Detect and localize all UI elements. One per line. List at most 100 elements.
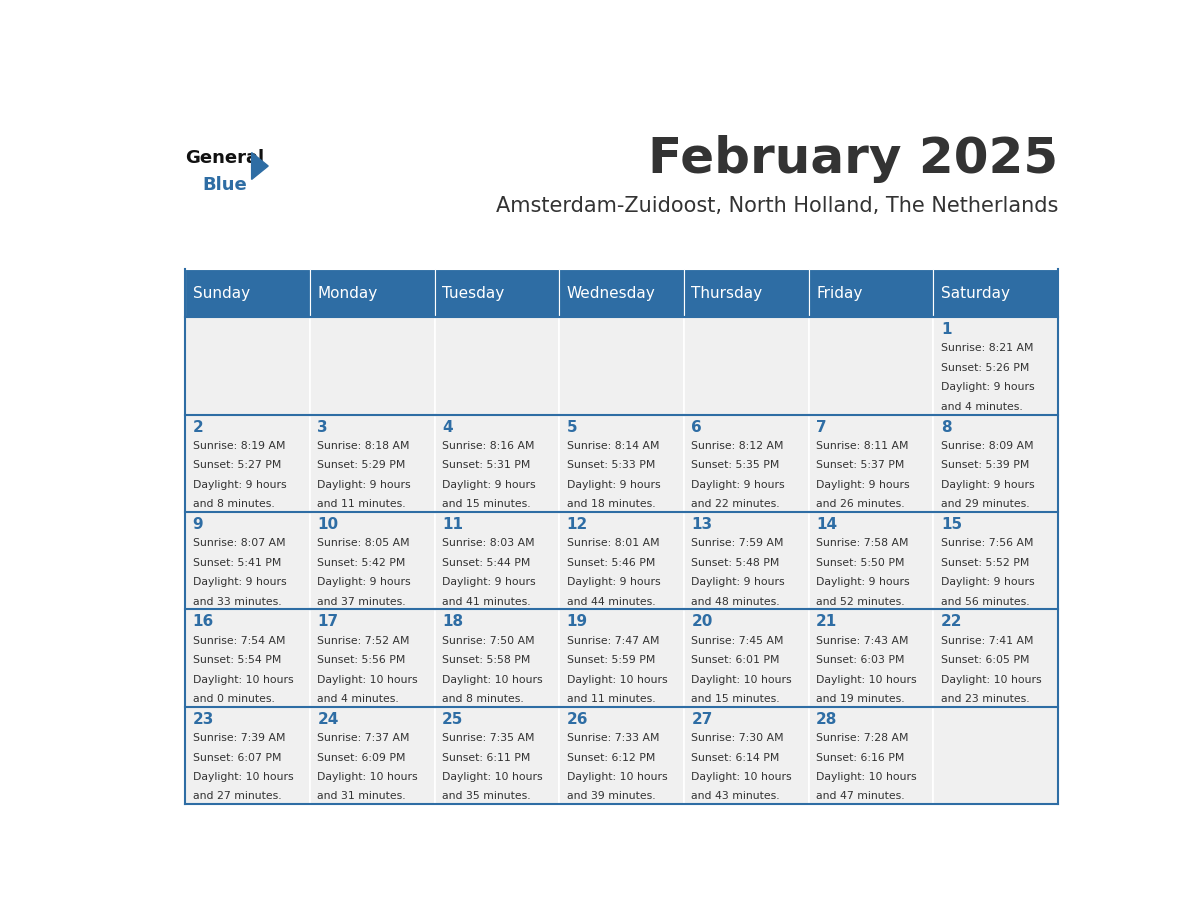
Text: and 35 minutes.: and 35 minutes. — [442, 791, 531, 801]
Text: and 29 minutes.: and 29 minutes. — [941, 499, 1030, 509]
Bar — [310, 610, 435, 707]
Text: Sunrise: 7:50 AM: Sunrise: 7:50 AM — [442, 635, 535, 645]
Text: Daylight: 10 hours: Daylight: 10 hours — [691, 772, 792, 782]
Text: 15: 15 — [941, 517, 962, 532]
Text: Daylight: 10 hours: Daylight: 10 hours — [442, 675, 543, 685]
Text: 2: 2 — [192, 420, 203, 434]
Text: 17: 17 — [317, 614, 339, 630]
Text: and 43 minutes.: and 43 minutes. — [691, 791, 781, 801]
Text: Sunrise: 7:59 AM: Sunrise: 7:59 AM — [691, 538, 784, 548]
Text: Sunset: 6:01 PM: Sunset: 6:01 PM — [691, 655, 781, 666]
Text: 18: 18 — [442, 614, 463, 630]
Text: Sunrise: 7:47 AM: Sunrise: 7:47 AM — [567, 635, 659, 645]
Bar — [310, 318, 435, 415]
Text: Daylight: 10 hours: Daylight: 10 hours — [816, 675, 917, 685]
Text: Daylight: 10 hours: Daylight: 10 hours — [567, 772, 668, 782]
Text: Sunset: 5:26 PM: Sunset: 5:26 PM — [941, 363, 1029, 373]
Text: and 8 minutes.: and 8 minutes. — [442, 694, 524, 704]
Bar — [310, 269, 435, 318]
Text: Blue: Blue — [202, 176, 247, 194]
Text: Sunset: 5:37 PM: Sunset: 5:37 PM — [816, 460, 904, 470]
Bar — [435, 707, 560, 804]
Text: Daylight: 10 hours: Daylight: 10 hours — [192, 772, 293, 782]
Bar — [809, 415, 934, 512]
Text: 12: 12 — [567, 517, 588, 532]
Bar — [684, 415, 809, 512]
Text: Sunset: 6:05 PM: Sunset: 6:05 PM — [941, 655, 1029, 666]
Text: and 18 minutes.: and 18 minutes. — [567, 499, 656, 509]
Text: Sunrise: 7:35 AM: Sunrise: 7:35 AM — [442, 733, 535, 743]
Bar — [185, 512, 310, 610]
Text: Sunrise: 7:58 AM: Sunrise: 7:58 AM — [816, 538, 909, 548]
Text: Sunset: 5:44 PM: Sunset: 5:44 PM — [442, 558, 531, 567]
Bar — [560, 707, 684, 804]
Text: and 48 minutes.: and 48 minutes. — [691, 597, 781, 607]
Text: Sunset: 5:39 PM: Sunset: 5:39 PM — [941, 460, 1029, 470]
Bar — [310, 512, 435, 610]
Text: and 44 minutes.: and 44 minutes. — [567, 597, 656, 607]
Text: Sunset: 5:41 PM: Sunset: 5:41 PM — [192, 558, 282, 567]
Bar — [809, 512, 934, 610]
Text: General: General — [185, 149, 265, 167]
Text: Sunset: 5:58 PM: Sunset: 5:58 PM — [442, 655, 531, 666]
Bar — [435, 610, 560, 707]
Text: Sunrise: 8:14 AM: Sunrise: 8:14 AM — [567, 441, 659, 451]
Text: and 23 minutes.: and 23 minutes. — [941, 694, 1030, 704]
Text: Thursday: Thursday — [691, 285, 763, 301]
Text: Sunset: 5:56 PM: Sunset: 5:56 PM — [317, 655, 406, 666]
Bar — [934, 512, 1059, 610]
Text: Sunset: 6:03 PM: Sunset: 6:03 PM — [816, 655, 904, 666]
Text: 4: 4 — [442, 420, 453, 434]
Bar — [435, 512, 560, 610]
Text: 14: 14 — [816, 517, 838, 532]
Text: Sunset: 5:52 PM: Sunset: 5:52 PM — [941, 558, 1029, 567]
Bar — [310, 707, 435, 804]
Text: Sunset: 5:46 PM: Sunset: 5:46 PM — [567, 558, 655, 567]
Bar — [185, 707, 310, 804]
Text: Sunrise: 7:33 AM: Sunrise: 7:33 AM — [567, 733, 659, 743]
Text: and 31 minutes.: and 31 minutes. — [317, 791, 406, 801]
Text: Sunrise: 7:37 AM: Sunrise: 7:37 AM — [317, 733, 410, 743]
Text: Daylight: 10 hours: Daylight: 10 hours — [317, 772, 418, 782]
Bar — [809, 610, 934, 707]
Text: and 47 minutes.: and 47 minutes. — [816, 791, 905, 801]
Text: 3: 3 — [317, 420, 328, 434]
Bar — [809, 269, 934, 318]
Text: Sunrise: 7:39 AM: Sunrise: 7:39 AM — [192, 733, 285, 743]
Text: 27: 27 — [691, 711, 713, 727]
Text: and 33 minutes.: and 33 minutes. — [192, 597, 282, 607]
Text: 21: 21 — [816, 614, 838, 630]
Text: 13: 13 — [691, 517, 713, 532]
Text: Daylight: 9 hours: Daylight: 9 hours — [691, 577, 785, 588]
Text: 1: 1 — [941, 322, 952, 337]
Text: February 2025: February 2025 — [647, 135, 1059, 183]
Text: 24: 24 — [317, 711, 339, 727]
Text: Sunrise: 8:19 AM: Sunrise: 8:19 AM — [192, 441, 285, 451]
Text: Sunset: 5:50 PM: Sunset: 5:50 PM — [816, 558, 904, 567]
Text: and 15 minutes.: and 15 minutes. — [442, 499, 531, 509]
Bar — [934, 610, 1059, 707]
Text: Daylight: 9 hours: Daylight: 9 hours — [317, 480, 411, 490]
Text: Daylight: 10 hours: Daylight: 10 hours — [442, 772, 543, 782]
Text: Daylight: 10 hours: Daylight: 10 hours — [192, 675, 293, 685]
Text: Wednesday: Wednesday — [567, 285, 656, 301]
Text: Sunset: 6:14 PM: Sunset: 6:14 PM — [691, 753, 779, 763]
Text: Sunset: 6:09 PM: Sunset: 6:09 PM — [317, 753, 406, 763]
Bar — [560, 318, 684, 415]
Text: Daylight: 9 hours: Daylight: 9 hours — [317, 577, 411, 588]
Text: Daylight: 9 hours: Daylight: 9 hours — [941, 480, 1035, 490]
Text: Monday: Monday — [317, 285, 378, 301]
Text: Sunrise: 8:18 AM: Sunrise: 8:18 AM — [317, 441, 410, 451]
Text: Daylight: 10 hours: Daylight: 10 hours — [567, 675, 668, 685]
Bar — [684, 512, 809, 610]
Text: and 0 minutes.: and 0 minutes. — [192, 694, 274, 704]
Text: Sunset: 6:12 PM: Sunset: 6:12 PM — [567, 753, 655, 763]
Text: Daylight: 9 hours: Daylight: 9 hours — [442, 480, 536, 490]
Text: and 4 minutes.: and 4 minutes. — [941, 402, 1023, 412]
Text: Daylight: 9 hours: Daylight: 9 hours — [816, 577, 910, 588]
Text: Daylight: 9 hours: Daylight: 9 hours — [816, 480, 910, 490]
Text: Daylight: 10 hours: Daylight: 10 hours — [317, 675, 418, 685]
Text: Sunrise: 7:45 AM: Sunrise: 7:45 AM — [691, 635, 784, 645]
Text: 19: 19 — [567, 614, 588, 630]
Text: Sunset: 5:59 PM: Sunset: 5:59 PM — [567, 655, 655, 666]
